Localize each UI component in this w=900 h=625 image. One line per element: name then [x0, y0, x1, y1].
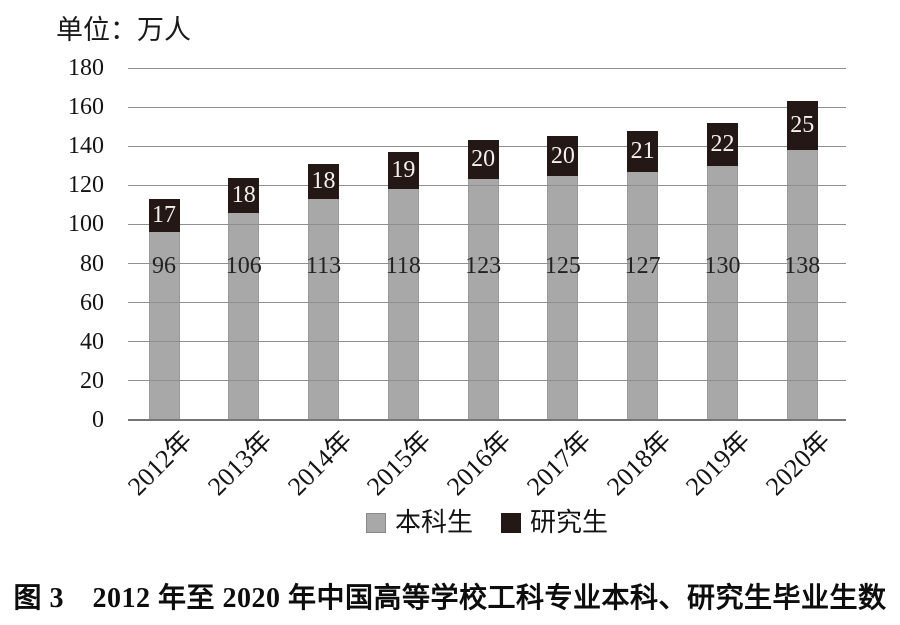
bar-graduate-segment: [228, 177, 260, 213]
bar-undergraduate-segment: [547, 175, 579, 420]
bar-undergraduate-segment: [308, 199, 340, 420]
bar-undergraduate-segment: [706, 165, 738, 420]
y-axis-tick-label: 20: [80, 367, 104, 394]
graduate-value-label: 20: [550, 142, 575, 169]
x-axis-line: [128, 419, 846, 421]
graduate-value-label: 20: [471, 146, 496, 173]
unit-label: 单位：万人: [56, 15, 191, 45]
grid-line: [128, 67, 846, 69]
undergraduate-value-label: 113: [305, 253, 342, 279]
undergraduate-value-label: 123: [465, 253, 502, 279]
bar-graduate-segment: [387, 152, 419, 190]
y-axis-tick-label: 140: [68, 133, 104, 160]
grid-line: [128, 302, 846, 304]
graduate-value-label: 22: [710, 130, 735, 157]
bar-graduate-segment: [627, 130, 659, 172]
y-axis-tick-label: 180: [68, 55, 104, 81]
y-axis-tick-label: 40: [80, 328, 104, 355]
legend-item-graduate: 研究生: [501, 508, 608, 538]
legend-label-undergraduate: 本科生: [394, 508, 473, 537]
grid-line: [128, 106, 846, 108]
graduate-value-label: 19: [391, 157, 416, 184]
y-axis-tick-label: 120: [68, 172, 104, 199]
bar-undergraduate-segment: [228, 212, 260, 420]
undergraduate-value-label: 138: [784, 253, 821, 279]
undergraduate-value-label: 130: [704, 253, 741, 279]
undergraduate-value-label: 106: [225, 253, 262, 279]
y-axis-tick-label: 80: [80, 250, 104, 277]
y-axis-tick-label: 100: [68, 211, 104, 238]
legend: 本科生 研究生: [128, 508, 846, 538]
legend-label-graduate: 研究生: [530, 508, 609, 537]
bar-undergraduate-segment: [387, 189, 419, 420]
legend-item-undergraduate: 本科生: [365, 508, 473, 538]
graduate-value-label: 18: [231, 181, 256, 208]
legend-swatch-graduate: [501, 513, 521, 533]
bar-graduate-segment: [547, 136, 579, 176]
graduate-value-label: 18: [311, 167, 336, 194]
undergraduate-value-label: 127: [624, 253, 661, 279]
bar-undergraduate-segment: [786, 150, 818, 420]
graduate-value-label: 25: [790, 112, 815, 139]
graduate-value-label: 21: [630, 137, 655, 164]
bar-graduate-segment: [308, 163, 340, 200]
bar-graduate-segment: [148, 199, 180, 233]
bar-graduate-segment: [467, 140, 499, 180]
figure-caption: 图 3 2012 年至 2020 年中国高等学校工科专业本科、研究生毕业生数: [13, 583, 887, 614]
graduate-value-label: 17: [152, 202, 176, 229]
bar-undergraduate-segment: [627, 171, 659, 420]
grid-line: [128, 341, 846, 343]
bar-graduate-segment: [786, 101, 818, 151]
plot-area: 96 17 106 18 113 18 118 19 123 20 125 20 127 21 130 22 1…: [128, 67, 846, 421]
y-axis-tick-label: 60: [80, 289, 104, 316]
y-axis-tick-label: 160: [68, 94, 104, 121]
grid-line: [128, 263, 846, 265]
legend-swatch-undergraduate: [365, 513, 386, 533]
grid-line: [128, 223, 846, 225]
grid-line: [128, 184, 846, 186]
y-axis-tick-label: 0: [92, 407, 104, 433]
undergraduate-value-label: 125: [544, 253, 581, 279]
bar-graduate-segment: [706, 122, 738, 166]
undergraduate-value-label: 118: [385, 253, 421, 279]
grid-line: [128, 380, 846, 382]
undergraduate-value-label: 96: [152, 253, 176, 279]
bar-undergraduate-segment: [467, 179, 499, 420]
